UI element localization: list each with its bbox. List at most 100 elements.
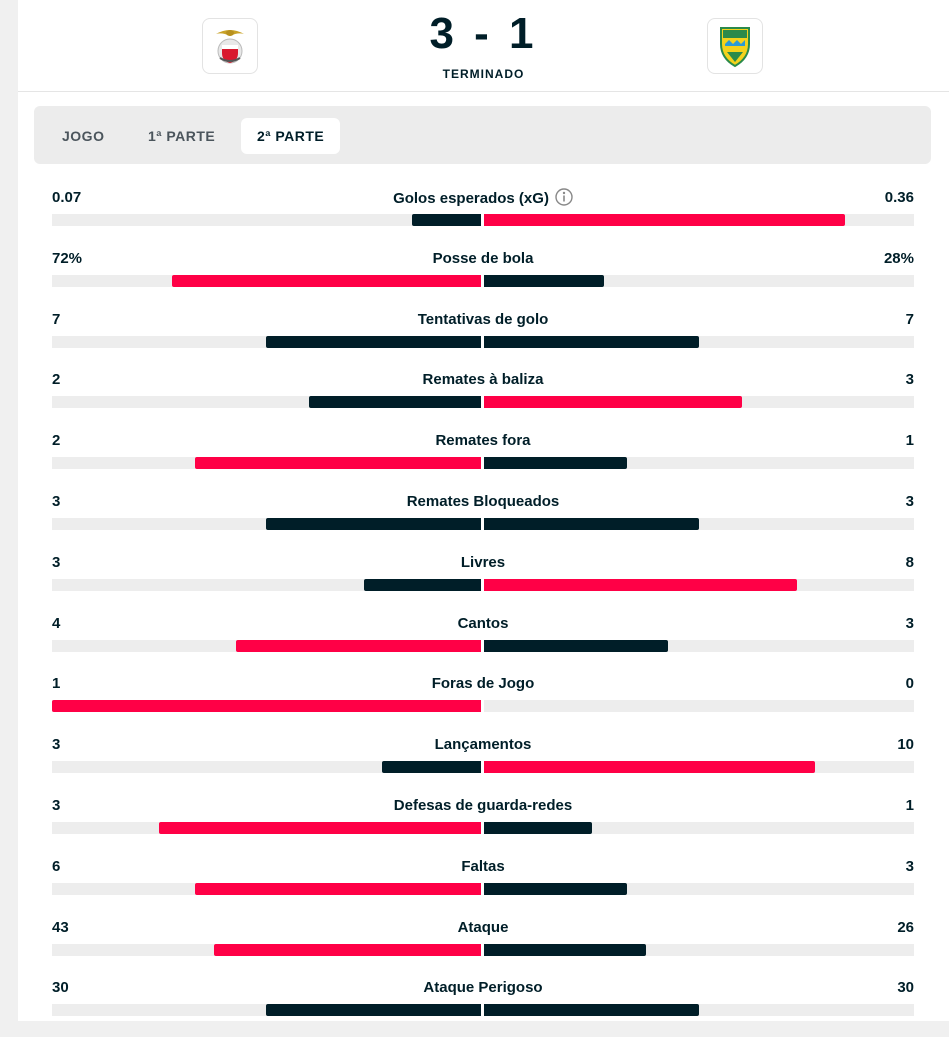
stat-label: Defesas de guarda-redes xyxy=(52,796,914,816)
stat-home-value: 3 xyxy=(52,553,61,571)
stat-away-value: 7 xyxy=(905,310,914,328)
away-stat-track xyxy=(484,943,914,956)
home-stat-bar xyxy=(236,639,481,652)
stat-label-text: Lançamentos xyxy=(434,736,532,754)
stat-away-value: 3 xyxy=(905,492,914,510)
away-stat-track xyxy=(484,457,914,470)
away-stat-bar xyxy=(484,821,592,834)
stat-label-text: Remates à baliza xyxy=(422,371,544,389)
home-stat-bar xyxy=(195,457,481,470)
stat-label-text: Ataque xyxy=(457,918,509,936)
match-header: 3 - 1 TERMINADO xyxy=(18,0,949,92)
stat-home-value: 3 xyxy=(52,796,61,814)
stat-home-value: 7 xyxy=(52,310,61,328)
away-stat-track xyxy=(484,639,914,652)
stat-away-value: 0.36 xyxy=(884,189,914,206)
away-stat-bar xyxy=(484,274,604,287)
stat-row: 30 Ataque Perigoso 30 xyxy=(52,976,914,1037)
away-stat-track xyxy=(484,517,914,530)
home-stat-bar xyxy=(52,700,481,713)
away-stat-track xyxy=(484,1004,914,1017)
away-stat-track xyxy=(484,761,914,774)
home-stat-bar xyxy=(412,214,481,226)
benfica-crest-icon xyxy=(216,30,244,64)
stat-label-text: Ataque Perigoso xyxy=(423,979,543,997)
stat-home-value: 0.07 xyxy=(52,189,82,206)
home-stat-bar xyxy=(195,882,481,895)
stat-row: 43 Ataque 26 xyxy=(52,916,914,977)
stat-label: Foras de Jogo xyxy=(52,674,914,694)
stat-row: 3 Lançamentos 10 xyxy=(52,733,914,794)
home-stat-track xyxy=(52,1004,481,1017)
home-stat-track xyxy=(52,943,481,956)
stat-label: Faltas xyxy=(52,857,914,877)
stat-row: 4 Cantos 3 xyxy=(52,612,914,673)
stat-away-value: 28% xyxy=(883,249,914,267)
away-stat-track xyxy=(484,700,914,713)
home-stat-bar xyxy=(266,517,481,530)
home-stat-bar xyxy=(214,943,481,956)
stat-row: 7 Tentativas de golo 7 xyxy=(52,308,914,369)
home-stat-bar xyxy=(382,761,481,774)
period-tabs: JOGO 1ª PARTE 2ª PARTE xyxy=(34,106,931,164)
stat-label-text: Posse de bola xyxy=(432,249,534,267)
stat-home-value: 43 xyxy=(52,918,69,936)
home-stat-track xyxy=(52,214,481,226)
stat-label-text: Faltas xyxy=(461,857,505,875)
stat-home-value: 4 xyxy=(52,614,61,632)
away-stat-track xyxy=(484,335,914,348)
away-stat-track xyxy=(484,821,914,834)
home-stat-track xyxy=(52,578,481,591)
stat-label-text: Cantos xyxy=(457,614,509,632)
home-stat-track xyxy=(52,761,481,774)
stat-row: 3 Defesas de guarda-redes 1 xyxy=(52,794,914,855)
stats-list: 0.07 Golos esperados (xG) 0.36 72% Posse de … xyxy=(52,186,914,1037)
away-stat-track xyxy=(484,274,914,287)
tab-jogo[interactable]: JOGO xyxy=(62,128,105,144)
stat-label: Tentativas de golo xyxy=(52,310,914,330)
stat-away-value: 3 xyxy=(905,371,914,389)
stat-label: Remates Bloqueados xyxy=(52,492,914,512)
match-status: TERMINADO xyxy=(442,67,525,81)
stat-away-value: 3 xyxy=(905,857,914,875)
stat-row: 72% Posse de bola 28% xyxy=(52,247,914,308)
stat-label: Posse de bola xyxy=(52,249,914,269)
stat-label: Remates à baliza xyxy=(52,370,914,390)
away-stat-bar xyxy=(484,882,627,895)
stat-row: 2 Remates fora 1 xyxy=(52,429,914,490)
stat-away-value: 3 xyxy=(905,614,914,632)
stat-row: 3 Livres 8 xyxy=(52,551,914,612)
away-team-logo[interactable] xyxy=(707,18,763,74)
away-stat-bar xyxy=(484,639,668,652)
stat-home-value: 1 xyxy=(52,675,61,693)
stat-label-text: Tentativas de golo xyxy=(417,310,549,328)
stat-away-value: 1 xyxy=(905,796,914,814)
tab-1a-parte[interactable]: 1ª PARTE xyxy=(148,128,216,144)
away-stat-bar xyxy=(484,214,845,226)
home-stat-bar xyxy=(159,821,481,834)
home-stat-bar xyxy=(172,274,481,287)
stat-label-text: Livres xyxy=(460,553,506,571)
home-stat-bar xyxy=(309,396,481,409)
home-stat-track xyxy=(52,821,481,834)
stat-away-value: 8 xyxy=(905,553,914,571)
match-stats-page: 3 - 1 TERMINADO JOGO 1ª PARTE 2ª PARTE 0… xyxy=(18,0,949,1021)
home-team-logo[interactable] xyxy=(202,18,258,74)
away-stat-bar xyxy=(484,943,646,956)
away-stat-bar xyxy=(484,517,699,530)
away-stat-track xyxy=(484,578,914,591)
away-stat-bar xyxy=(484,578,797,591)
home-stat-track xyxy=(52,517,481,530)
home-stat-bar xyxy=(266,1004,481,1017)
stat-label-text: Golos esperados (xG) xyxy=(393,190,549,207)
match-score: 3 - 1 xyxy=(429,9,538,58)
stat-home-value: 2 xyxy=(52,371,61,389)
stat-label: Lançamentos xyxy=(52,735,914,755)
tab-2a-parte[interactable]: 2ª PARTE xyxy=(241,118,341,154)
info-icon[interactable] xyxy=(555,188,573,206)
home-stat-track xyxy=(52,335,481,348)
stat-row: 6 Faltas 3 xyxy=(52,855,914,916)
away-stat-bar xyxy=(484,396,742,409)
estoril-crest-icon xyxy=(720,27,750,68)
stat-label: Livres xyxy=(52,553,914,573)
